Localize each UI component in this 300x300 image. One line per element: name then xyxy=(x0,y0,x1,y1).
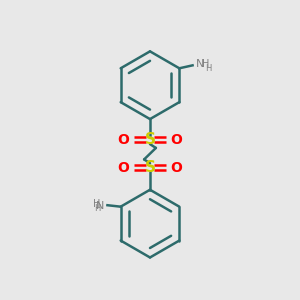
Text: H: H xyxy=(93,199,100,209)
Text: H: H xyxy=(94,204,100,213)
Text: S: S xyxy=(145,132,155,147)
Text: O: O xyxy=(171,133,182,147)
Text: O: O xyxy=(118,161,129,175)
Text: N: N xyxy=(96,201,104,211)
Text: O: O xyxy=(118,133,129,147)
Text: S: S xyxy=(145,160,155,175)
Text: O: O xyxy=(171,161,182,175)
Text: H: H xyxy=(205,64,211,73)
Text: H: H xyxy=(202,59,209,69)
Text: N: N xyxy=(196,59,204,69)
